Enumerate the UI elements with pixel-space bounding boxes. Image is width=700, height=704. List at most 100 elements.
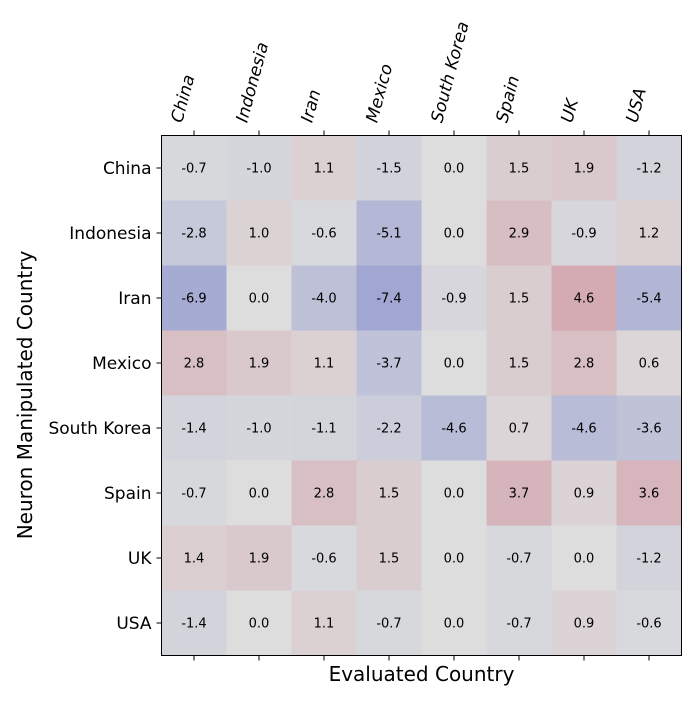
cell-value-label: -3.7 [376,357,401,372]
cell-value-label: 1.9 [574,162,595,177]
heatmap-cell [421,265,487,331]
cell-value-label: 2.8 [574,357,595,372]
heatmap-cell [291,135,357,201]
cell-value-label: -1.4 [181,422,206,437]
y-tick-labels: China Indonesia Iran Mexico South Korea Spain… [48,159,162,634]
heatmap-cell [356,590,422,656]
heatmap-cell [291,460,357,526]
heatmap-cell [486,395,552,461]
cell-value-label: -5.1 [376,227,401,242]
heatmap-cell [161,265,227,331]
heatmap-cell [356,460,422,526]
cell-value-label: -4.0 [311,292,336,307]
heatmap-cell [226,135,292,201]
heatmap-cell [551,460,617,526]
heatmap-cell [356,135,422,201]
cell-value-label: 1.5 [509,162,530,177]
heatmap-cell [291,200,357,266]
x-tick-label: UK [558,95,584,125]
cell-value-label: -0.9 [441,292,466,307]
plot-frame [161,135,682,656]
heatmap-cell [616,395,682,461]
y-tick-label: USA [116,614,152,634]
cell-value-label: 0.0 [249,617,270,632]
heatmap-cell [291,330,357,396]
heatmap-cell [226,330,292,396]
cell-value-label: 0.0 [574,552,595,567]
cell-value-label: 1.1 [314,617,335,632]
x-tick-label: China [168,73,200,125]
y-tick-label: China [103,159,152,179]
y-tick-label: UK [128,549,152,569]
cell-value-label: 0.0 [444,357,465,372]
heatmap-cell [616,460,682,526]
heatmap-cell [226,460,292,526]
heatmap-cell [421,200,487,266]
x-tick-label: USA [623,86,651,125]
y-tick-label: South Korea [48,419,151,439]
cell-value-label: 1.9 [249,552,270,567]
heatmap-cell [226,525,292,591]
cell-value-label: 3.6 [639,487,660,502]
cell-value-label: 1.1 [314,357,335,372]
cell-value-label: -1.2 [636,552,661,567]
cell-value-label: -1.5 [376,162,401,177]
heatmap-cell [356,265,422,331]
cell-value-label: 0.0 [444,617,465,632]
cell-value-label: -1.0 [246,422,271,437]
cell-value-label: 2.9 [509,227,530,242]
heatmap-cell [616,265,682,331]
heatmap-cell [161,330,227,396]
cell-value-label: -0.6 [311,227,336,242]
heatmap-cell [486,590,552,656]
heatmap-cell [421,135,487,201]
x-axis-label: Evaluated Country [329,662,515,686]
cell-value-label: -1.2 [636,162,661,177]
cell-value-label: -2.8 [181,227,206,242]
cell-value-label: 3.7 [509,487,530,502]
cell-value-label: 1.5 [509,292,530,307]
cell-value-label: -0.7 [181,162,206,177]
cell-value-label: -0.7 [506,552,531,567]
heatmap-cell [356,200,422,266]
heatmap-cell [616,330,682,396]
heatmap-cell [421,590,487,656]
cell-value-label: 1.0 [249,227,270,242]
heatmap-cell [161,590,227,656]
heatmap-cell [291,395,357,461]
cell-value-label: 2.8 [314,487,335,502]
y-axis-label: Neuron Manipulated Country [13,251,37,540]
heatmap-cell [486,135,552,201]
heatmap-cell [226,265,292,331]
heatmap-cell [356,525,422,591]
y-tick-label: Indonesia [69,224,151,244]
cell-value-label: -0.9 [571,227,596,242]
cell-value-label: -0.7 [506,617,531,632]
heatmap-cell [421,525,487,591]
y-tick-label: Mexico [92,354,151,374]
cell-value-label: 4.6 [574,292,595,307]
cell-value-label: 1.1 [314,162,335,177]
heatmap-cell [486,200,552,266]
cell-value-label: 1.5 [379,487,400,502]
heatmap-cell [616,200,682,266]
cell-value-label: -0.7 [181,487,206,502]
cell-value-label: -0.7 [376,617,401,632]
cell-value-label: 1.5 [379,552,400,567]
heatmap-cell [486,525,552,591]
cell-value-label: 0.0 [444,227,465,242]
cell-value-label: 0.9 [574,617,595,632]
heatmap-cell [161,200,227,266]
cell-value-label: 1.9 [249,357,270,372]
heatmap-cell [421,460,487,526]
heatmap-cell [551,395,617,461]
cell-value-label: -1.0 [246,162,271,177]
cell-value-label: -0.6 [636,617,661,632]
x-tick-label: Mexico [363,62,398,125]
heatmap-cell [616,590,682,656]
heatmap-cell [356,330,422,396]
cell-value-label: 0.0 [444,487,465,502]
heatmap-cell [551,590,617,656]
